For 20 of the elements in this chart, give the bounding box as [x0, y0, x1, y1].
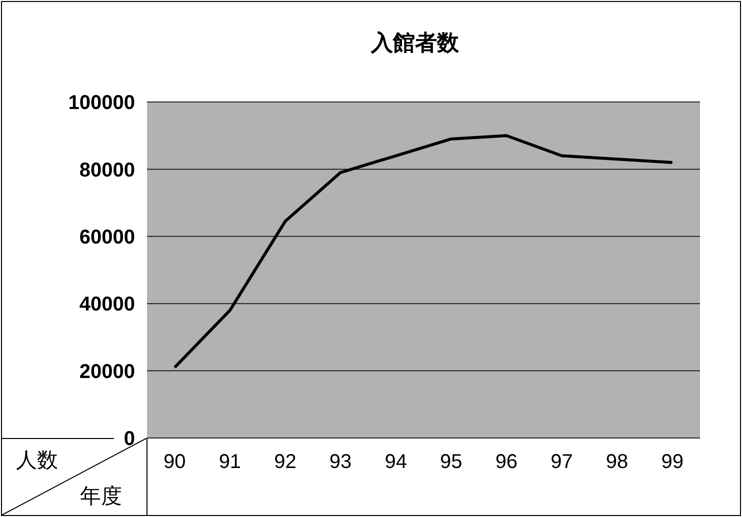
chart-title: 入館者数 — [370, 29, 460, 57]
x-axis-title: 年度 — [80, 484, 122, 510]
x-tick-label: 93 — [329, 451, 352, 474]
x-tick-label: 96 — [495, 451, 518, 474]
y-axis-title: 人数 — [16, 448, 58, 474]
x-tick-label: 99 — [661, 451, 684, 474]
y-tick-label: 80000 — [79, 159, 135, 182]
x-tick-label: 97 — [550, 451, 573, 474]
y-tick-label: 40000 — [79, 294, 135, 316]
x-tick-label: 92 — [274, 451, 296, 474]
x-tick-label: 94 — [384, 451, 407, 474]
x-tick-label: 90 — [164, 451, 186, 474]
y-tick-label: 100000 — [68, 92, 135, 114]
y-tick-label: 20000 — [79, 360, 135, 383]
x-tick-label: 95 — [440, 451, 462, 474]
y-tick-label: 60000 — [79, 226, 135, 248]
y-tick-label: 0 — [124, 428, 135, 450]
line-series — [173, 134, 674, 369]
x-tick-label: 98 — [606, 451, 628, 474]
x-tick-label: 91 — [218, 451, 242, 474]
